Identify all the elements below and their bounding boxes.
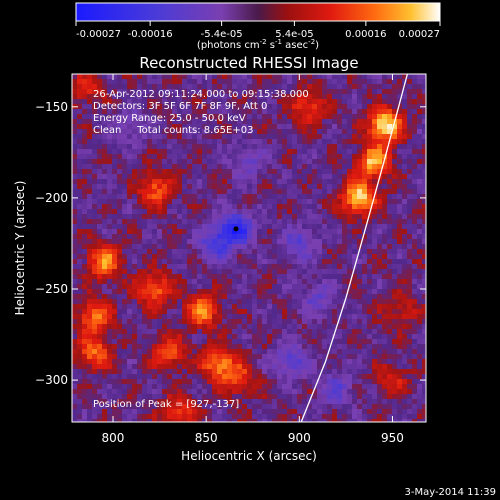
colorbar-gradient <box>75 2 441 22</box>
y-tick-label: −300 <box>35 373 68 387</box>
colorbar-ticks: -0.00027 -0.00016 -5.4e-05 5.4e-05 0.00016 0.… <box>75 21 441 40</box>
annotation-energy-range: Energy Range: 25.0 - 50.0 keV <box>93 113 246 124</box>
axis-ticks: 800 850 900 950 −150 −200 −250 −300 <box>35 74 426 445</box>
x-tick-label: 800 <box>102 431 125 445</box>
colorbar-tick-label: 0.00027 <box>399 29 440 40</box>
annotation-peak-position: Position of Peak = [927,-137] <box>93 399 239 410</box>
plot-frame <box>71 73 427 423</box>
plot-area: 800 850 900 950 −150 −200 −250 −300 <box>35 73 427 445</box>
heatmap-image <box>72 74 426 422</box>
y-tick-label: −200 <box>35 191 68 205</box>
colorbar-tick-label: -5.4e-05 <box>201 29 243 40</box>
y-tick-label: −250 <box>35 282 68 296</box>
annotation-counts: Clean Total counts: 8.65E+03 <box>93 125 253 136</box>
y-tick-label: −150 <box>35 100 68 114</box>
peak-marker <box>233 226 239 232</box>
footer-timestamp: 3-May-2014 11:39 <box>404 487 496 498</box>
colorbar: -0.00027 -0.00016 -5.4e-05 5.4e-05 0.00016 0.… <box>75 2 441 51</box>
colorbar-tick-label: 5.4e-05 <box>275 29 313 40</box>
x-tick-label: 950 <box>381 431 404 445</box>
x-tick-label: 850 <box>195 431 218 445</box>
solar-limb-line <box>300 74 409 422</box>
colorbar-unit-label: (photons cm-2 s-1 asec-2) <box>197 38 319 51</box>
colorbar-tick-label: -0.00027 <box>76 29 121 40</box>
x-tick-label: 900 <box>288 431 311 445</box>
colorbar-tick-label: 0.00016 <box>345 29 386 40</box>
annotation-time-range: 26-Apr-2012 09:11:24.000 to 09:15:38.000 <box>93 89 309 100</box>
colorbar-tick-label: -0.00016 <box>128 29 173 40</box>
x-axis-label: Heliocentric X (arcsec) <box>181 449 317 463</box>
chart-title: Reconstructed RHESSI Image <box>139 54 358 72</box>
annotation-detectors: Detectors: 3F 5F 6F 7F 8F 9F, Att 0 <box>93 101 267 112</box>
y-axis-label: Heliocentric Y (arcsec) <box>13 181 27 316</box>
annotation-block: 26-Apr-2012 09:11:24.000 to 09:15:38.000… <box>93 89 309 410</box>
